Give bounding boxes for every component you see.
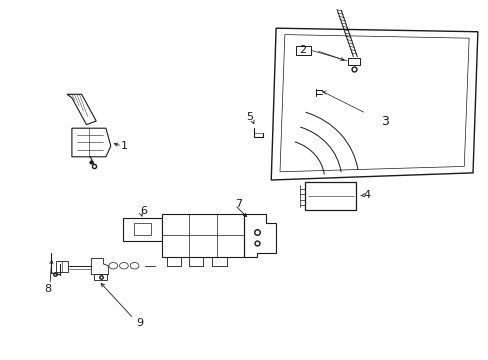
Text: 4: 4	[363, 190, 370, 201]
Text: 6: 6	[140, 206, 147, 216]
Text: 5: 5	[245, 112, 252, 122]
Bar	[305, 182, 356, 210]
Bar	[162, 214, 244, 257]
Bar	[347, 58, 360, 65]
Bar	[56, 261, 68, 272]
Bar	[94, 274, 107, 280]
Text: 7: 7	[235, 199, 242, 209]
Text: 2: 2	[298, 45, 305, 55]
Text: 8: 8	[44, 284, 51, 294]
Bar	[122, 217, 162, 241]
Text: 3: 3	[381, 114, 388, 127]
Text: 9: 9	[136, 318, 143, 328]
Text: 1: 1	[121, 141, 128, 151]
Bar	[133, 223, 150, 235]
Bar	[295, 46, 310, 55]
